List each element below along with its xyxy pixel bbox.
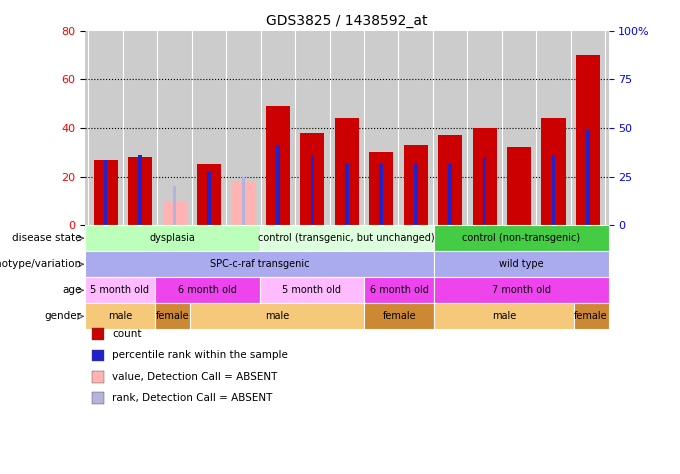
Bar	[483, 157, 486, 225]
Bar	[276, 145, 279, 225]
Bar	[345, 164, 349, 225]
Text: value, Detection Call = ABSENT: value, Detection Call = ABSENT	[112, 372, 277, 382]
Text: control (non-transgenic): control (non-transgenic)	[462, 233, 581, 243]
Text: genotype/variation: genotype/variation	[0, 259, 82, 269]
Bar	[586, 130, 590, 225]
Bar	[207, 172, 211, 225]
Text: male: male	[265, 311, 289, 321]
Bar	[541, 118, 566, 225]
Text: 6 month old: 6 month old	[370, 285, 428, 295]
Bar	[507, 147, 531, 225]
Text: percentile rank within the sample: percentile rank within the sample	[112, 350, 288, 361]
Bar	[473, 128, 496, 225]
Bar	[404, 145, 428, 225]
Text: female: female	[156, 311, 189, 321]
Bar	[448, 164, 452, 225]
Text: 6 month old: 6 month old	[177, 285, 237, 295]
Bar	[94, 160, 118, 225]
Bar	[241, 177, 245, 225]
Bar	[104, 160, 107, 225]
Bar	[551, 155, 556, 225]
Text: female: female	[382, 311, 416, 321]
Bar	[414, 164, 418, 225]
Bar	[163, 201, 186, 225]
Text: disease state: disease state	[12, 233, 82, 243]
Bar	[379, 164, 383, 225]
Bar	[438, 135, 462, 225]
Bar	[128, 157, 152, 225]
Text: female: female	[575, 311, 608, 321]
Text: male: male	[108, 311, 132, 321]
Text: count: count	[112, 329, 141, 339]
Bar	[173, 186, 176, 225]
Bar	[138, 155, 142, 225]
Text: SPC-c-raf transgenic: SPC-c-raf transgenic	[210, 259, 309, 269]
Bar	[197, 164, 221, 225]
Text: 7 month old: 7 month old	[492, 285, 551, 295]
Bar	[369, 152, 393, 225]
Bar	[311, 155, 314, 225]
Title: GDS3825 / 1438592_at: GDS3825 / 1438592_at	[266, 14, 428, 28]
Text: control (transgenic, but unchanged): control (transgenic, but unchanged)	[258, 233, 435, 243]
Bar	[266, 106, 290, 225]
Text: gender: gender	[45, 311, 82, 321]
Text: 5 month old: 5 month old	[90, 285, 150, 295]
Text: age: age	[63, 285, 82, 295]
Text: dysplasia: dysplasia	[150, 233, 195, 243]
Bar	[576, 55, 600, 225]
Text: rank, Detection Call = ABSENT: rank, Detection Call = ABSENT	[112, 393, 273, 403]
Text: male: male	[492, 311, 516, 321]
Bar	[231, 182, 256, 225]
Bar	[335, 118, 359, 225]
Text: 5 month old: 5 month old	[282, 285, 341, 295]
Bar	[301, 133, 324, 225]
Text: wild type: wild type	[499, 259, 543, 269]
